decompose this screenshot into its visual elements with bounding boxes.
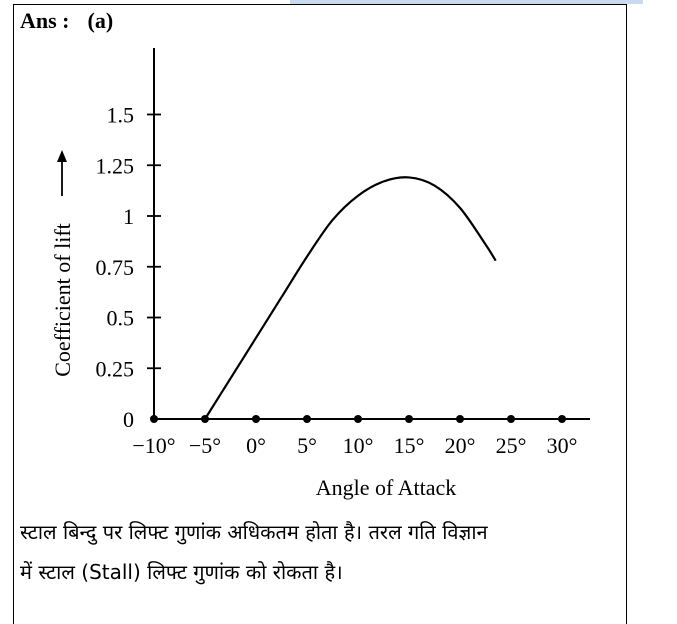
y-axis-label: Coefficient of lift [50, 223, 75, 377]
y-axis-arrow [57, 150, 67, 196]
x-tick-label: −5° [189, 433, 221, 458]
caption-line-1: स्टाल बिन्दु पर लिफ्ट गुणांक अधिकतम होता… [20, 520, 488, 544]
answer-heading: Ans : (a) [20, 8, 113, 34]
y-tick-label: 1 [123, 204, 134, 229]
answer-label: Ans : [20, 8, 70, 33]
x-ticks: −10° −5° 0° 5° 10° 15° 20° 25° 30° [132, 415, 577, 458]
x-tick-dot [456, 415, 464, 423]
x-tick-label: 15° [394, 433, 425, 458]
x-tick-label: 0° [246, 433, 266, 458]
x-tick-label: −10° [132, 433, 175, 458]
caption: स्टाल बिन्दु पर लिफ्ट गुणांक अधिकतम होता… [20, 512, 624, 592]
x-tick-dot [354, 415, 362, 423]
x-tick-dot [252, 415, 260, 423]
answer-frame [13, 4, 627, 624]
caption-line-2: में स्टाल (Stall) लिफ्ट गुणांक को रोकता … [20, 560, 343, 584]
y-tick-label: 0.75 [96, 255, 135, 280]
x-tick-dot [303, 415, 311, 423]
x-tick-label: 10° [343, 433, 374, 458]
y-tick-label: 0.25 [96, 356, 135, 381]
y-tick-label: 1.5 [107, 103, 135, 128]
x-tick-dot [558, 415, 566, 423]
x-tick-dot [150, 415, 158, 423]
y-ticks: 0 0.25 0.5 0.75 1 1.25 1.5 [96, 103, 161, 432]
lift-chart: 0 0.25 0.5 0.75 1 1.25 1.5 −10° −5° 0° 5° 10° 15° 20… [50, 48, 590, 500]
y-tick-label: 0 [123, 407, 134, 432]
x-tick-label: 20° [445, 433, 476, 458]
y-tick-label: 0.5 [107, 306, 135, 331]
x-tick-label: 25° [496, 433, 527, 458]
x-tick-label: 30° [547, 433, 578, 458]
y-tick-label: 1.25 [96, 153, 135, 178]
y-axis-label-group: Coefficient of lift [50, 223, 75, 377]
answer-option: (a) [87, 8, 114, 33]
chart-axes [153, 48, 590, 420]
x-tick-dot [405, 415, 413, 423]
x-tick-label: 5° [297, 433, 317, 458]
x-tick-dot [507, 415, 515, 423]
x-axis-label: Angle of Attack [316, 475, 457, 500]
lift-curve [204, 176, 497, 420]
top-accent-bar [290, 0, 643, 4]
